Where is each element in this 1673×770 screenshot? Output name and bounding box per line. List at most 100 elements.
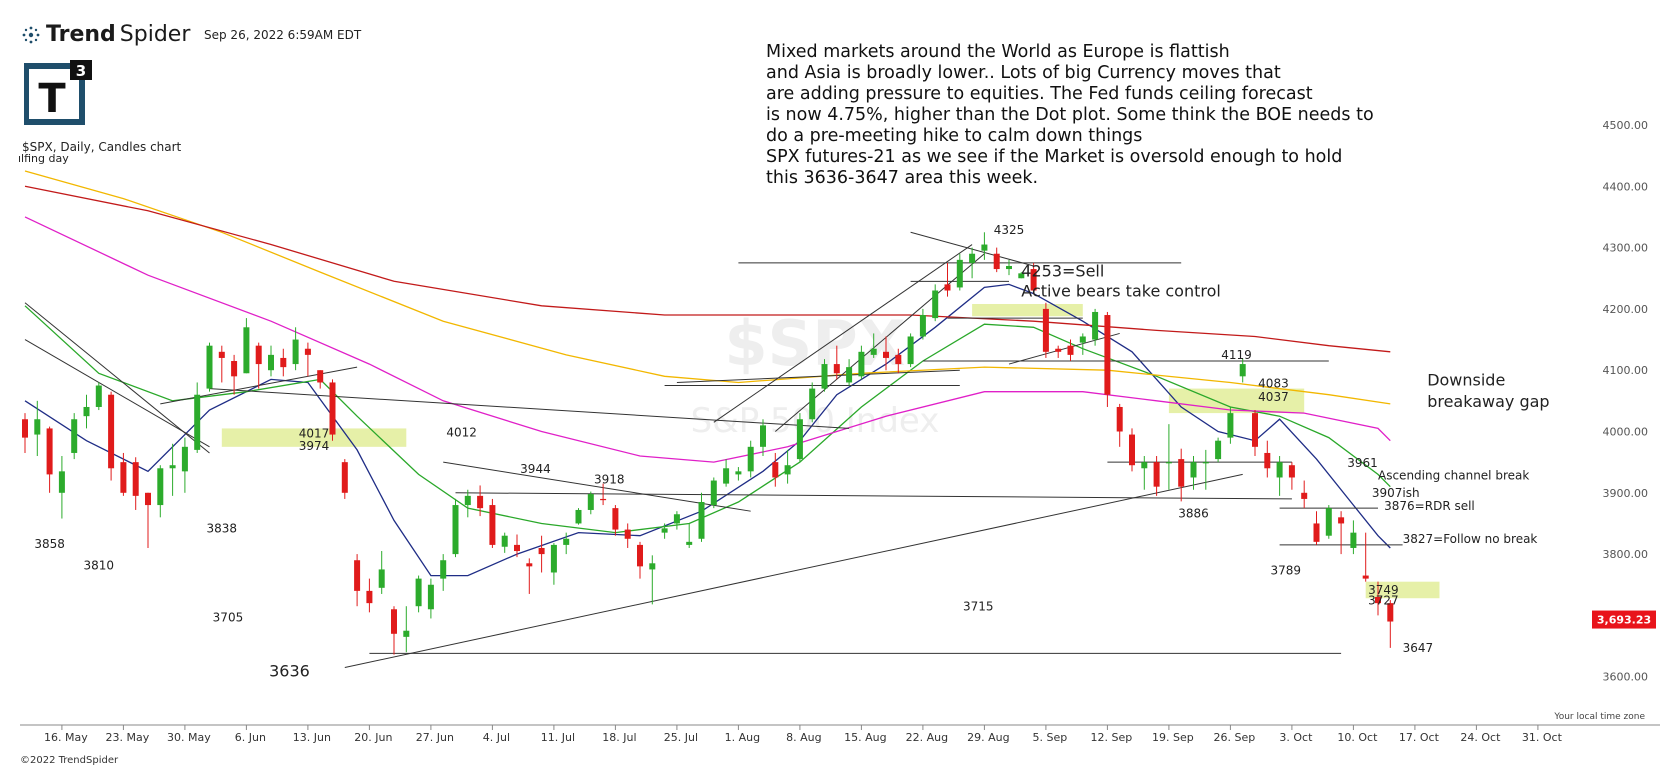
annotation-label: 3715 [963, 599, 994, 613]
zone-rect [1365, 581, 1440, 599]
candle-body [169, 465, 176, 469]
y-tick-label: 4300.00 [1603, 242, 1649, 255]
annotation-label: 3789 [1270, 563, 1301, 577]
candle-body [1215, 440, 1222, 460]
candle-body [575, 509, 582, 524]
trendline [24, 302, 210, 454]
candle-body [243, 327, 250, 374]
x-tick-label: 3. Oct [1279, 731, 1313, 744]
x-tick-label: 30. May [167, 731, 211, 744]
candle-body [661, 528, 668, 533]
candle-body [145, 492, 151, 506]
commentary-line: is now 4.75%, higher than the Dot plot. … [766, 105, 1374, 125]
y-tick-label: 4500.00 [1603, 119, 1649, 132]
candle-body [649, 563, 656, 570]
y-tick-label: 4400.00 [1603, 180, 1649, 193]
watermark-symbol: $SPX [724, 307, 905, 380]
timezone-note: Your local time zone [1553, 712, 1645, 722]
candle-body [1264, 452, 1271, 469]
ticker-description: $SPX, Daily, Candles chart [22, 140, 182, 154]
candle-body [563, 538, 570, 545]
spider-dots-icon [22, 26, 40, 43]
candle-body [809, 388, 816, 420]
x-tick-label: 19. Sep [1152, 731, 1194, 744]
candle-body [206, 345, 213, 389]
candle-body [1042, 308, 1049, 352]
y-tick-label: 4100.00 [1603, 364, 1649, 377]
x-tick-label: 5. Sep [1033, 731, 1068, 744]
candle-body [673, 514, 680, 524]
y-axis: 4500.00 4400.00 4300.00 4200.00 4100.00 4000.… [1603, 119, 1649, 684]
candle-body [1350, 532, 1357, 548]
y-tick-label: 3800.00 [1603, 548, 1649, 561]
highlight-zones [221, 303, 1440, 599]
y-tick-label: 4000.00 [1603, 426, 1649, 439]
trendline [24, 339, 210, 448]
x-tick-label: 22. Aug [906, 731, 948, 744]
candle-body [1325, 508, 1332, 536]
candle-body [1104, 315, 1111, 395]
candle-body [1227, 413, 1234, 438]
candle-body [22, 419, 28, 438]
moving-average-line [24, 185, 1391, 353]
x-axis: 16. May 23. May 30. May 6. Jun 13. Jun 20. Ju… [20, 712, 1660, 744]
commentary-line: SPX futures-21 as we see if the Market i… [766, 147, 1343, 167]
annotation-label: 3918 [594, 473, 625, 487]
candle-body [95, 385, 102, 407]
candle-body [120, 462, 127, 493]
candle-body [181, 446, 188, 472]
ticker-subline: ılfing day [18, 152, 69, 165]
annotation-label: 3705 [213, 611, 244, 625]
annotation-label: 3858 [34, 537, 65, 551]
candle-body [932, 290, 939, 319]
candle-body [1018, 273, 1025, 279]
candle-body [1301, 492, 1308, 499]
copyright-notice: ©2022 TrendSpider [20, 755, 119, 766]
candle-body [1338, 517, 1345, 524]
trendline [1008, 332, 1120, 365]
candle-body [1387, 603, 1394, 622]
candle-body [157, 468, 164, 506]
trendline [713, 244, 973, 423]
candle-body [993, 253, 1000, 270]
zone-rect [1168, 388, 1305, 414]
annotation-label: 4083 [1258, 376, 1289, 390]
candle-body [1141, 462, 1148, 469]
candle-body [858, 351, 865, 377]
annotation-label: breakaway gap [1427, 392, 1549, 411]
candle-body [46, 428, 53, 475]
x-tick-label: 29. Aug [967, 731, 1009, 744]
annotation-label: 4037 [1258, 390, 1289, 404]
annotation-label: 3876=RDR sell [1384, 499, 1475, 513]
candle-body [477, 495, 484, 509]
brand-spider: Spider [119, 22, 191, 47]
candle-body [280, 357, 287, 368]
commentary-line: are adding pressure to equities. The Fed… [766, 84, 1313, 104]
annotation-label: 3886 [1178, 506, 1209, 520]
logo-superscript: 3 [76, 62, 86, 80]
moving-average-line [24, 170, 1391, 405]
candle-body [883, 351, 889, 358]
annotation-label: 3838 [207, 522, 238, 536]
x-tick-label: 4. Jul [483, 731, 510, 744]
candle-body [132, 462, 139, 496]
x-tick-label: 13. Jun [293, 731, 331, 744]
candle-body [1202, 462, 1209, 464]
candle-body [846, 367, 853, 383]
x-tick-label: 15. Aug [844, 731, 886, 744]
logo-letter: T [38, 76, 66, 122]
commentary-line: and Asia is broadly lower.. Lots of big … [766, 63, 1281, 83]
candle-body [514, 544, 520, 552]
annotation-label: Downside [1427, 371, 1505, 390]
candle-body [415, 578, 422, 607]
candle-body [501, 535, 508, 547]
candle-body [218, 351, 225, 358]
annotation-label: 3810 [84, 558, 115, 572]
candle-body [907, 336, 914, 365]
candle-body [870, 348, 877, 355]
moving-average-line [24, 283, 1391, 577]
candle-body [1079, 336, 1086, 343]
candle-body [464, 495, 471, 506]
x-tick-label: 24. Oct [1460, 731, 1501, 744]
x-tick-label: 23. May [106, 731, 150, 744]
